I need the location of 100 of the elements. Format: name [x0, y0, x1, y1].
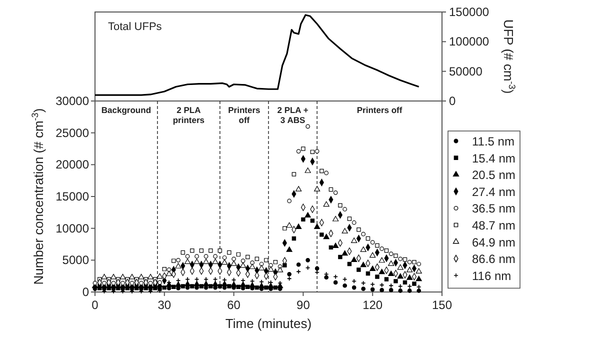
y-tick-label: 0	[82, 285, 90, 299]
point	[296, 269, 302, 274]
x-tick-label: 30	[158, 298, 172, 312]
point	[324, 170, 329, 176]
point	[397, 273, 404, 279]
point	[370, 252, 376, 258]
point	[360, 246, 366, 252]
point	[273, 260, 278, 264]
point	[222, 255, 227, 260]
legend-label: 15.4 nm	[472, 151, 516, 166]
point	[352, 278, 357, 284]
point	[416, 262, 422, 266]
point	[384, 248, 389, 253]
point	[416, 268, 422, 274]
point	[222, 280, 228, 286]
x-tick-label: 0	[92, 298, 99, 312]
point	[190, 248, 194, 253]
point	[120, 274, 126, 280]
point	[304, 212, 311, 218]
x-axis-title: Time (minutes)	[225, 316, 312, 331]
point	[175, 282, 182, 287]
point	[379, 282, 384, 288]
point	[249, 282, 256, 288]
point	[388, 270, 394, 276]
point	[342, 207, 348, 212]
point	[380, 246, 384, 251]
point	[347, 216, 352, 221]
point	[320, 232, 324, 237]
point	[194, 254, 199, 259]
point	[250, 260, 254, 265]
point	[102, 280, 106, 286]
point	[212, 258, 218, 264]
point	[301, 146, 306, 151]
point	[292, 172, 296, 176]
text: Total UFPs	[108, 21, 162, 33]
point	[388, 283, 394, 288]
annotation: Background	[101, 105, 152, 115]
point	[292, 236, 296, 241]
point	[333, 280, 338, 285]
point	[314, 186, 320, 192]
point	[412, 260, 416, 264]
y-tick-label: 30000	[56, 94, 90, 108]
point	[286, 222, 292, 228]
point	[398, 256, 403, 262]
point	[323, 201, 330, 207]
x-tick-label: 60	[227, 298, 241, 312]
point	[314, 266, 320, 271]
point	[236, 252, 241, 257]
point	[332, 242, 339, 248]
annotation: 2 PLA printers	[172, 105, 205, 125]
point	[185, 254, 190, 259]
point	[342, 228, 348, 234]
point	[246, 284, 250, 290]
point	[268, 266, 274, 272]
legend-label: 11.5 nm	[472, 134, 514, 148]
point	[213, 254, 218, 259]
point	[333, 190, 338, 195]
point	[352, 220, 356, 225]
legend-label: 27.4 nm	[472, 184, 516, 199]
point	[378, 268, 385, 274]
point	[148, 280, 153, 286]
point	[388, 252, 394, 256]
point	[347, 262, 352, 266]
point	[378, 257, 385, 263]
point	[375, 243, 380, 248]
point	[352, 285, 356, 290]
point	[190, 284, 194, 288]
point	[254, 285, 260, 290]
point	[194, 280, 200, 286]
point	[296, 224, 302, 229]
point	[273, 285, 278, 290]
annotation: Printers off	[356, 105, 402, 115]
point	[310, 150, 315, 154]
point	[323, 234, 330, 240]
point	[180, 250, 186, 255]
point	[158, 280, 162, 285]
point	[416, 276, 422, 282]
point	[402, 280, 408, 285]
point	[305, 265, 310, 270]
y-tick-label: 25000	[56, 126, 90, 140]
point	[370, 282, 376, 287]
point	[203, 258, 210, 264]
point	[212, 280, 218, 286]
point	[111, 280, 116, 286]
legend-label: 20.5 nm	[472, 168, 516, 182]
point	[139, 280, 144, 286]
point	[258, 264, 265, 270]
y-tick-label: 10000	[56, 221, 90, 236]
point	[230, 260, 237, 266]
point	[338, 203, 342, 208]
point	[361, 286, 366, 291]
legend-label: 116 nm	[472, 268, 512, 283]
point	[366, 236, 370, 241]
point	[147, 274, 154, 280]
point	[370, 240, 375, 245]
point	[286, 246, 292, 252]
point	[230, 282, 237, 287]
legend-label: 64.9 nm	[472, 235, 516, 250]
point	[406, 266, 413, 272]
point	[370, 266, 376, 271]
